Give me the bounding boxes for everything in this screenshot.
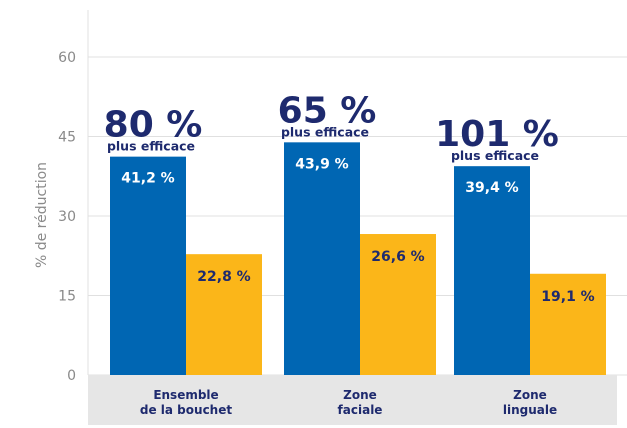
bar-value-label: 39,4 % [465,180,518,196]
category-label: faciale [338,403,383,417]
y-axis: 0 15 30 45 60 [58,50,76,384]
category-label: Zone [343,388,377,402]
category-band [88,375,617,425]
bar-value-label: 43,9 % [295,156,348,172]
y-axis-label: % de réduction [34,162,50,268]
bar [530,273,606,375]
bar [186,254,262,375]
more-effective-label: plus efficace [107,139,195,154]
more-effective-label: plus efficace [451,148,539,163]
bar-value-label: 22,8 % [197,269,250,285]
bars [110,142,606,375]
bar-value-label: 26,6 % [371,249,424,265]
bar [360,234,436,375]
percent-more-effective: 101 % [435,114,559,155]
percent-more-effective: 80 % [104,105,203,146]
category-band-bg [88,375,617,425]
category-label: Zone [513,388,547,402]
category-label: Ensemble [153,388,218,402]
bar [454,166,530,375]
category-label: de la bouchet [140,403,232,417]
more-effective-label: plus efficace [281,124,369,139]
y-tick-label: 30 [58,209,76,225]
bar-value-label: 19,1 % [541,289,594,305]
data-labels: 41,2 % 22,8 % 43,9 % 26,6 % 39,4 % 19,1 % [121,156,594,304]
bar [284,142,360,375]
bar [110,156,186,375]
y-tick-label: 0 [67,368,76,384]
y-tick-label: 15 [58,289,76,305]
bar-value-label: 41,2 % [121,171,174,187]
y-tick-label: 45 [58,130,76,146]
y-tick-label: 60 [58,50,76,66]
percent-more-effective: 65 % [278,90,377,131]
category-label: linguale [503,403,557,417]
